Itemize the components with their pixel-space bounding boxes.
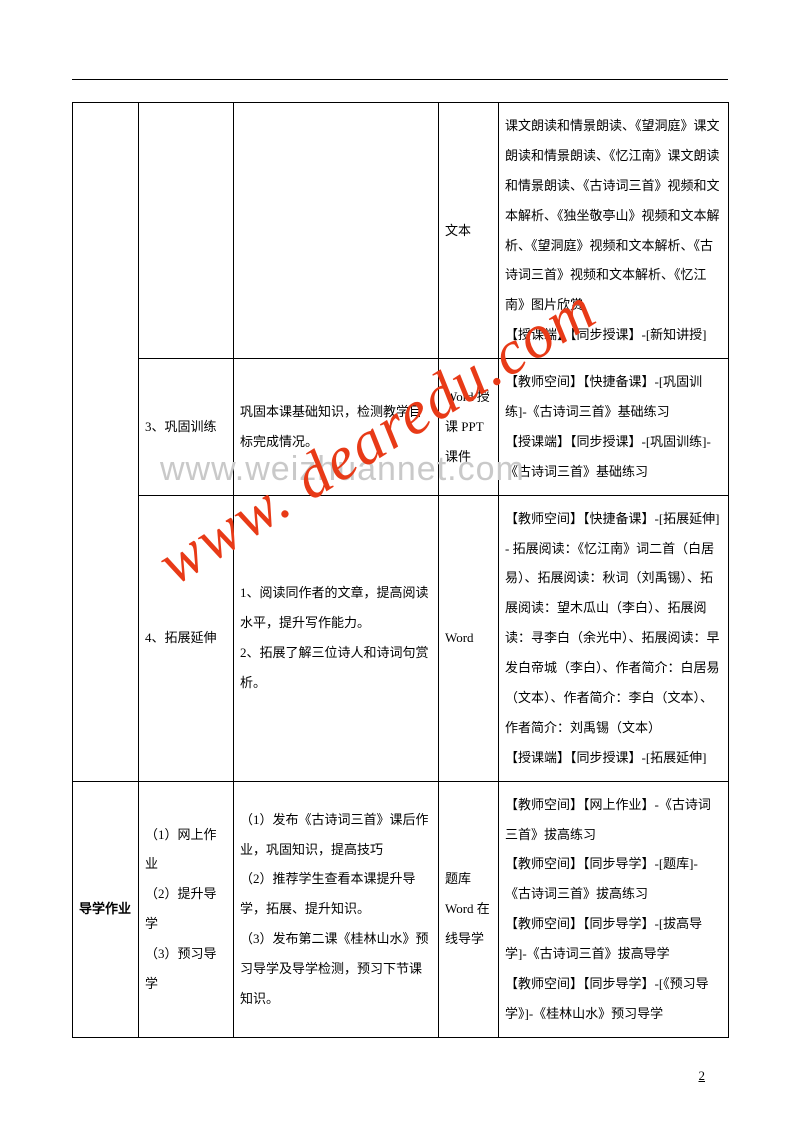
cell-format: Word [439, 495, 499, 781]
cell-category [73, 103, 139, 782]
lesson-table: 文本 课文朗读和情景朗读、《望洞庭》课文朗读和情景朗读、《忆江南》课文朗读和情景… [72, 102, 729, 1038]
cell-format: 文本 [439, 103, 499, 359]
page-container: 文本 课文朗读和情景朗读、《望洞庭》课文朗读和情景朗读、《忆江南》课文朗读和情景… [0, 0, 800, 1132]
page-number: 2 [699, 1068, 706, 1084]
cell-format: Word 授课 PPT 课件 [439, 359, 499, 496]
cell-resources: 【教师空间】【快捷备课】-[巩固训练]-《古诗词三首》基础练习 【授课端】【同步… [499, 359, 729, 496]
table-row: 导学作业 （1）网上作业 （2）提升导学 （3）预习导学 （1）发布《古诗词三首… [73, 781, 729, 1037]
cell-step: 4、拓展延伸 [139, 495, 234, 781]
cell-desc [234, 103, 439, 359]
top-rule [72, 79, 728, 80]
cell-step [139, 103, 234, 359]
cell-format: 题库 Word 在线导学 [439, 781, 499, 1037]
cell-step: （1）网上作业 （2）提升导学 （3）预习导学 [139, 781, 234, 1037]
cell-resources: 课文朗读和情景朗读、《望洞庭》课文朗读和情景朗读、《忆江南》课文朗读和情景朗读、… [499, 103, 729, 359]
cell-category: 导学作业 [73, 781, 139, 1037]
table-row: 文本 课文朗读和情景朗读、《望洞庭》课文朗读和情景朗读、《忆江南》课文朗读和情景… [73, 103, 729, 359]
table-row: 4、拓展延伸 1、阅读同作者的文章，提高阅读水平，提升写作能力。 2、拓展了解三… [73, 495, 729, 781]
cell-resources: 【教师空间】【网上作业】-《古诗词三首》拔高练习 【教师空间】【同步导学】-[题… [499, 781, 729, 1037]
cell-desc: （1）发布《古诗词三首》课后作业，巩固知识，提高技巧 （2）推荐学生查看本课提升… [234, 781, 439, 1037]
cell-resources: 【教师空间】【快捷备课】-[拓展延伸] - 拓展阅读：《忆江南》词二首（白居易）… [499, 495, 729, 781]
cell-desc: 巩固本课基础知识，检测教学目标完成情况。 [234, 359, 439, 496]
table-row: 3、巩固训练 巩固本课基础知识，检测教学目标完成情况。 Word 授课 PPT … [73, 359, 729, 496]
cell-desc: 1、阅读同作者的文章，提高阅读水平，提升写作能力。 2、拓展了解三位诗人和诗词句… [234, 495, 439, 781]
cell-step: 3、巩固训练 [139, 359, 234, 496]
